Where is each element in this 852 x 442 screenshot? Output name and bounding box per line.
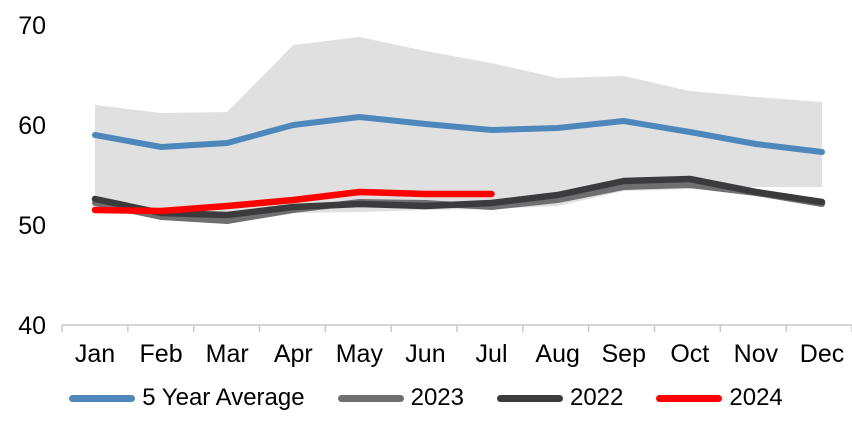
legend-label-2024: 2024 [729,384,783,411]
series-line-2022 [91,175,826,219]
x-axis-label: Oct [670,340,709,368]
legend-swatch-2024 [656,394,723,402]
chart-legend: 5 Year Average 2023 2022 2024 [0,378,852,418]
legend-item-2022: 2022 [496,384,624,411]
legend-swatch-2022 [496,394,563,402]
x-axis-label: Jun [405,340,445,368]
legend-item-2024: 2024 [656,384,783,411]
x-axis-label: Mar [206,340,249,368]
legend-swatch-2023 [337,394,404,402]
x-axis-label: Aug [535,340,579,368]
x-axis-label: Jan [75,340,115,368]
x-axis-label: May [336,340,384,368]
chart-plot-area: 70 60 50 40 Jan Feb Mar Apr May Jun Jul Aug Sep Oct No… [18,12,852,368]
x-axis-label: Apr [274,340,313,368]
legend-label-5-year-average: 5 Year Average [142,384,305,411]
x-axis-label: Nov [734,340,779,368]
y-axis-label: 40 [18,312,46,340]
legend-item-2023: 2023 [337,384,464,411]
series-line-2024 [91,188,495,215]
x-axis-label: Feb [140,340,183,368]
x-axis-label: Jul [476,340,508,368]
legend-label-2023: 2023 [410,384,464,411]
y-axis-label: 60 [18,112,46,140]
x-axis-label: Sep [601,340,645,368]
chart-canvas: 70 60 50 40 Jan Feb Mar Apr May Jun Jul Aug Sep Oct No… [18,12,852,368]
legend-item-5-year-average: 5 Year Average [69,384,305,411]
legend-label-2022: 2022 [569,384,624,411]
y-axis-label: 50 [18,212,46,240]
x-axis-label: Dec [800,340,844,368]
series-line-5-year-average [92,114,825,155]
legend-swatch-5-year-average [69,394,136,402]
y-axis-label: 70 [18,12,46,40]
